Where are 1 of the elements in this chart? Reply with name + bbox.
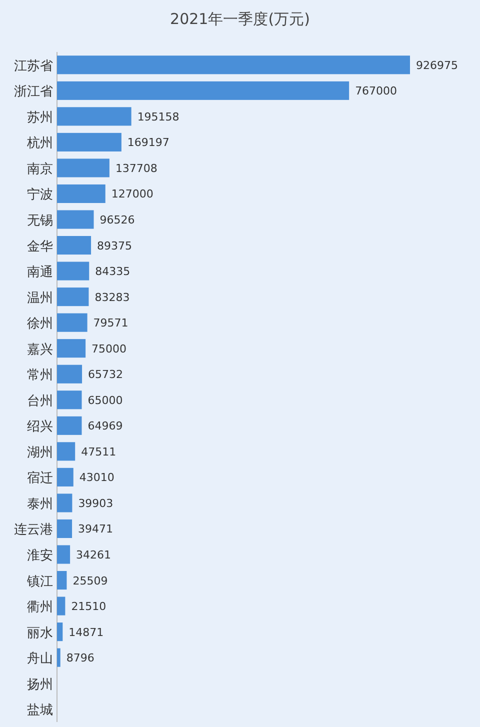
title: 2021年一季度(万元) xyxy=(170,10,310,28)
